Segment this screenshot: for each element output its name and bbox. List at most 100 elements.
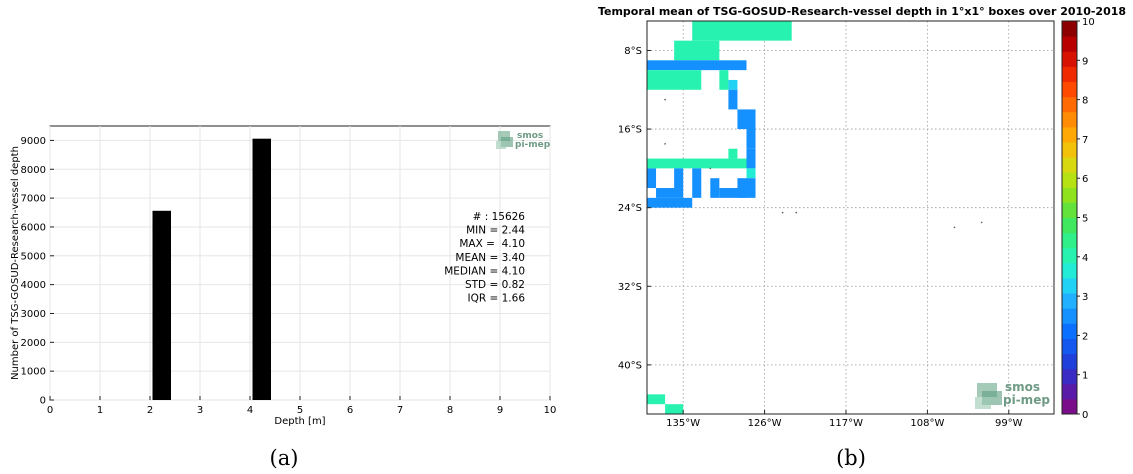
histogram-x-tick-label: 3 [197, 405, 203, 416]
colorbar-swatch [1062, 277, 1077, 294]
histogram-y-tick-label: 5000 [21, 251, 46, 262]
histogram-x-tick-label: 5 [297, 405, 303, 416]
colorbar-swatch [1062, 383, 1077, 400]
map-latitude-ticks: 8°S 16°S 24°S 32°S 40°S [618, 46, 651, 371]
colorbar-tick-label: 6 [1082, 174, 1088, 185]
map-data-cell [665, 404, 684, 414]
colorbar-swatch [1062, 217, 1077, 234]
map-data-cell [746, 109, 756, 149]
map-data-cell [647, 197, 693, 208]
map-sparse-point [664, 98, 666, 101]
map-data-cell [728, 89, 738, 110]
map-data-cell [647, 70, 702, 90]
colorbar-tick-label: 0 [1082, 410, 1088, 421]
histogram-x-ticks: 0 1 2 3 4 5 6 7 8 9 10 [47, 396, 557, 416]
statistic-line: MEDIAN = 4.10 [444, 265, 525, 277]
histogram-y-tick-label: 9000 [21, 136, 46, 147]
colorbar: 0 1 2 3 4 5 6 7 8 9 10 [1061, 17, 1095, 421]
map-sparse-point [953, 226, 956, 229]
smos-pi-mep-logo: smos pi-mep [975, 380, 1050, 409]
colorbar-swatch [1062, 353, 1077, 370]
colorbar-tick-label: 3 [1082, 292, 1088, 303]
colorbar-swatch [1062, 141, 1077, 158]
map-data-cell [647, 60, 747, 71]
logo-pimep-text: pi-mep [515, 140, 551, 150]
statistic-line: MEAN = 3.40 [455, 252, 525, 264]
colorbar-swatch [1062, 66, 1077, 82]
colorbar-swatch [1062, 398, 1077, 415]
map-sparse-point [795, 211, 798, 214]
statistic-line: MAX = 4.10 [459, 238, 525, 250]
map-longitude-ticks: 135°W 126°W 117°W 108°W 99°W [666, 410, 1023, 429]
histogram-bars [152, 138, 271, 400]
colorbar-swatch [1062, 323, 1077, 339]
histogram-y-tick-label: 7000 [21, 194, 46, 205]
colorbar-swatch [1062, 308, 1077, 324]
colorbar-swatch [1062, 202, 1077, 218]
histogram-y-tick-label: 0 [40, 396, 46, 407]
colorbar-tick-label: 4 [1082, 253, 1088, 264]
map-x-tick-label: 99°W [995, 418, 1023, 429]
colorbar-swatch [1062, 111, 1077, 128]
histogram-x-tick-label: 10 [544, 405, 557, 416]
colorbar-swatch [1062, 21, 1077, 37]
colorbar-swatch [1062, 126, 1077, 143]
panel-label-a: (a) [270, 446, 299, 470]
map-data-cell [656, 188, 684, 198]
map-data-cell [737, 109, 747, 130]
histogram-x-tick-label: 1 [97, 405, 103, 416]
map-data-cell [647, 394, 666, 405]
map-data-cell [692, 168, 702, 198]
histogram-x-tick-label: 2 [147, 405, 153, 416]
colorbar-swatch [1062, 232, 1077, 249]
map-x-tick-label: 108°W [910, 418, 944, 429]
map-x-tick-label: 135°W [666, 418, 700, 429]
histogram-y-tick-label: 6000 [21, 222, 46, 233]
histogram-grid [49, 126, 551, 401]
colorbar-tick-label: 8 [1082, 96, 1088, 107]
map-data-cell [674, 40, 720, 61]
histogram-x-tick-label: 7 [397, 405, 403, 416]
histogram-x-tick-label: 0 [47, 405, 53, 416]
map-data-cell [728, 148, 738, 159]
map-sparse-point [781, 211, 784, 214]
map-data-cell [746, 148, 756, 169]
map-data-cell [710, 178, 720, 198]
colorbar-swatch [1062, 187, 1077, 203]
colorbar-tick-label: 9 [1082, 56, 1088, 67]
map-frame-border [646, 20, 1055, 415]
histogram-y-tick-label: 1000 [21, 367, 46, 378]
histogram-x-tick-label: 6 [347, 405, 353, 416]
colorbar-swatch [1062, 368, 1077, 385]
histogram-y-tick-label: 3000 [21, 309, 46, 320]
map-y-tick-label: 32°S [618, 282, 642, 293]
colorbar-tick-label: 2 [1082, 331, 1088, 342]
logo-pimep-text: pi-mep [1003, 393, 1050, 407]
colorbar-swatch [1062, 293, 1077, 309]
statistic-line: MIN = 2.44 [466, 225, 525, 237]
colorbar-swatch [1062, 81, 1077, 98]
histogram-y-tick-label: 2000 [21, 338, 46, 349]
colorbar-tick-label: 1 [1082, 371, 1088, 382]
map-data-cell [647, 168, 657, 189]
map-panel: Temporal mean of TSG-GOSUD-Research-vess… [598, 5, 1126, 429]
histogram-x-tick-label: 8 [447, 405, 453, 416]
statistic-line: IQR = 1.66 [467, 293, 525, 305]
map-data-cells [647, 21, 792, 414]
map-data-cell [719, 188, 747, 198]
histogram-y-ticks: 0 1000 2000 3000 4000 5000 6000 7000 8000 9000 [21, 136, 54, 407]
histogram-panel: 0 1 2 3 4 5 6 7 8 9 10 0 1000 2000 3000 4000 5000 6000 70… [10, 125, 557, 427]
map-data-cell [674, 168, 684, 189]
smos-pi-mep-logo: smos pi-mep [496, 131, 551, 150]
colorbar-tick-label: 7 [1082, 135, 1088, 146]
colorbar-swatch [1062, 157, 1077, 173]
histogram-x-tick-label: 9 [497, 405, 503, 416]
map-data-cell [746, 168, 756, 179]
map-y-tick-label: 24°S [618, 203, 642, 214]
map-sparse-point [709, 167, 712, 170]
map-data-cell [719, 70, 729, 90]
map-data-cell [692, 21, 792, 41]
colorbar-swatch [1062, 247, 1077, 264]
map-x-tick-label: 126°W [748, 418, 782, 429]
